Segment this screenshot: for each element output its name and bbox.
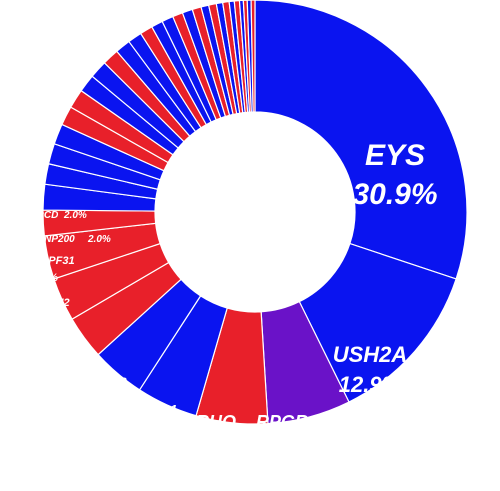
slice-label-percent-snrnp200: 2.0%	[87, 234, 111, 245]
slice-label-group-pde6b: PDE6B 4.2%	[87, 375, 127, 408]
slice-label-name-ush2a: USH2A	[333, 342, 408, 367]
slice-label-name-prpf31: PRPF31	[33, 255, 75, 267]
slice-label-percent-eys: 30.9%	[352, 178, 437, 211]
donut-hole	[155, 112, 355, 312]
slice-label-name-rp1: RP1	[33, 338, 54, 350]
slice-label-group-rpgr: RPGR 6.5%	[256, 412, 308, 456]
slice-label-name-pde6b: PDE6B	[87, 375, 127, 389]
slice-label-name-prcd: PRCD	[30, 210, 58, 221]
slice-label-percent-prpf31: 3.4%	[33, 272, 58, 284]
slice-label-percent-prcd: 2.0%	[63, 210, 87, 221]
slice-label-group-eys: EYS 30.9%	[352, 139, 437, 211]
slice-label-group-rp1l1: RP1L1 4.8%	[137, 402, 177, 438]
slice-label-group-ush2a: USH2A 12.9%	[333, 342, 408, 397]
slice-label-percent-ush2a: 12.9%	[339, 372, 401, 397]
slice-label-group-snrnp200: SNRNP200 2.0%	[23, 234, 111, 245]
slice-label-group-prpf31: PRPF31 3.4%	[33, 255, 75, 284]
slice-label-name-eys: EYS	[365, 139, 425, 172]
slice-label-name-prph2: PRPH2	[33, 297, 70, 309]
slice-label-percent-rp1l1: 4.8%	[139, 423, 170, 438]
slice-label-percent-rho: 5.6%	[195, 436, 236, 456]
slice-label-group-prcd: PRCD 2.0%	[30, 210, 87, 221]
donut-slices	[42, 0, 468, 425]
slice-label-percent-pde6b: 4.2%	[91, 394, 120, 408]
slice-label-name-snrnp200: SNRNP200	[23, 234, 75, 245]
slice-label-group-prph2: PRPH2 3.4%	[33, 297, 70, 328]
slice-label-group-rho: RHO 5.6%	[195, 412, 236, 456]
slice-label-percent-rp1: 3.4%	[33, 355, 58, 367]
slice-label-name-rho: RHO	[196, 412, 236, 432]
slice-label-group-rp1: RP1 3.4%	[33, 338, 58, 367]
slice-label-name-rpgr: RPGR	[256, 412, 308, 432]
slice-label-percent-rpgr: 6.5%	[261, 436, 302, 456]
slice-label-percent-prph2: 3.4%	[33, 316, 58, 328]
slice-label-name-rp1l1: RP1L1	[137, 402, 177, 417]
